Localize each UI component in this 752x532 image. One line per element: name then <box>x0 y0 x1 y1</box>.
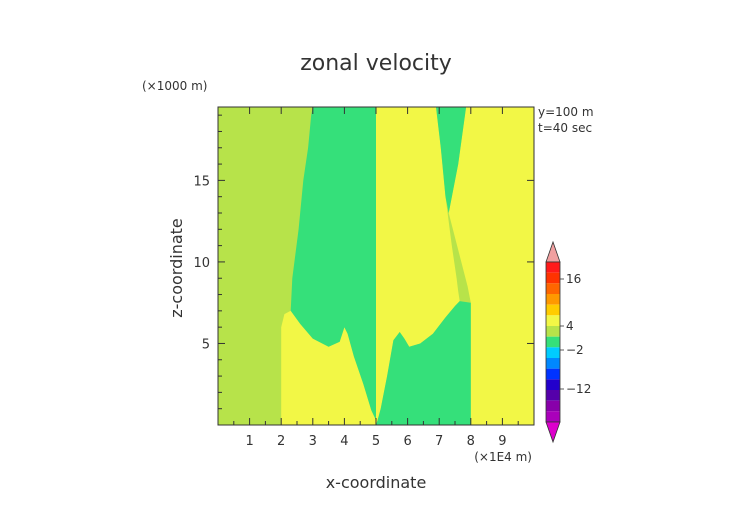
colorbar-level <box>546 262 560 273</box>
colorbar-level <box>546 283 560 294</box>
colorbar-tick-label: −2 <box>566 343 584 357</box>
y-tick-label: 5 <box>202 337 210 352</box>
colorbar-level <box>546 347 560 358</box>
y-axis-label: z-coordinate <box>167 218 186 318</box>
x-tick-label: 6 <box>403 434 411 449</box>
colorbar-level <box>546 304 560 316</box>
region-yellow-2 <box>376 107 460 425</box>
region-green-5 <box>376 301 471 425</box>
plot-regions <box>218 107 534 425</box>
colorbar-tick-label: 4 <box>566 319 574 333</box>
y-tick-label: 10 <box>193 256 210 271</box>
x-tick-label: 9 <box>498 434 506 449</box>
colorbar-level <box>546 294 560 305</box>
x-axis-label: x-coordinate <box>326 473 427 492</box>
colorbar-level <box>546 358 560 369</box>
region-yellow-3 <box>448 107 534 425</box>
x-tick-label: 4 <box>340 434 348 449</box>
x-tick-label: 8 <box>467 434 475 449</box>
x-tick-label: 2 <box>277 434 285 449</box>
colorbar-level <box>546 368 560 380</box>
colorbar-level <box>546 379 560 390</box>
y-tick-label: 15 <box>193 174 210 189</box>
colorbar-level <box>546 272 560 284</box>
y-axis-unit: (×1000 m) <box>142 79 207 93</box>
annotation-y: y=100 m <box>538 105 594 119</box>
colorbar-top-arrow <box>545 240 561 263</box>
x-tick-label: 1 <box>245 434 253 449</box>
chart-title: zonal velocity <box>300 51 452 76</box>
colorbar-tick-label: 16 <box>566 272 581 286</box>
colorbar-tick-label: −12 <box>566 382 591 396</box>
x-axis-unit: (×1E4 m) <box>474 450 532 464</box>
x-tick-label: 3 <box>309 434 317 449</box>
x-tick-label: 7 <box>435 434 443 449</box>
x-axis-ticks: 1 2 3 4 5 6 7 8 9 <box>233 107 519 449</box>
region-green-4 <box>290 107 376 421</box>
colorbar-level <box>546 336 560 348</box>
colorbar-level <box>546 326 560 337</box>
x-tick-label: 5 <box>372 434 380 449</box>
colorbar: 16 4 −2 −12 <box>545 240 591 444</box>
colorbar-level <box>546 400 560 412</box>
region-green-6 <box>436 107 467 213</box>
colorbar-level <box>546 390 560 401</box>
annotation-t: t=40 sec <box>538 121 592 135</box>
colorbar-level <box>546 315 560 326</box>
colorbar-level <box>546 411 560 422</box>
y-axis-ticks: 5 10 15 <box>193 114 534 410</box>
region-yellow-1 <box>281 310 376 425</box>
colorbar-bottom-arrow <box>545 421 561 444</box>
